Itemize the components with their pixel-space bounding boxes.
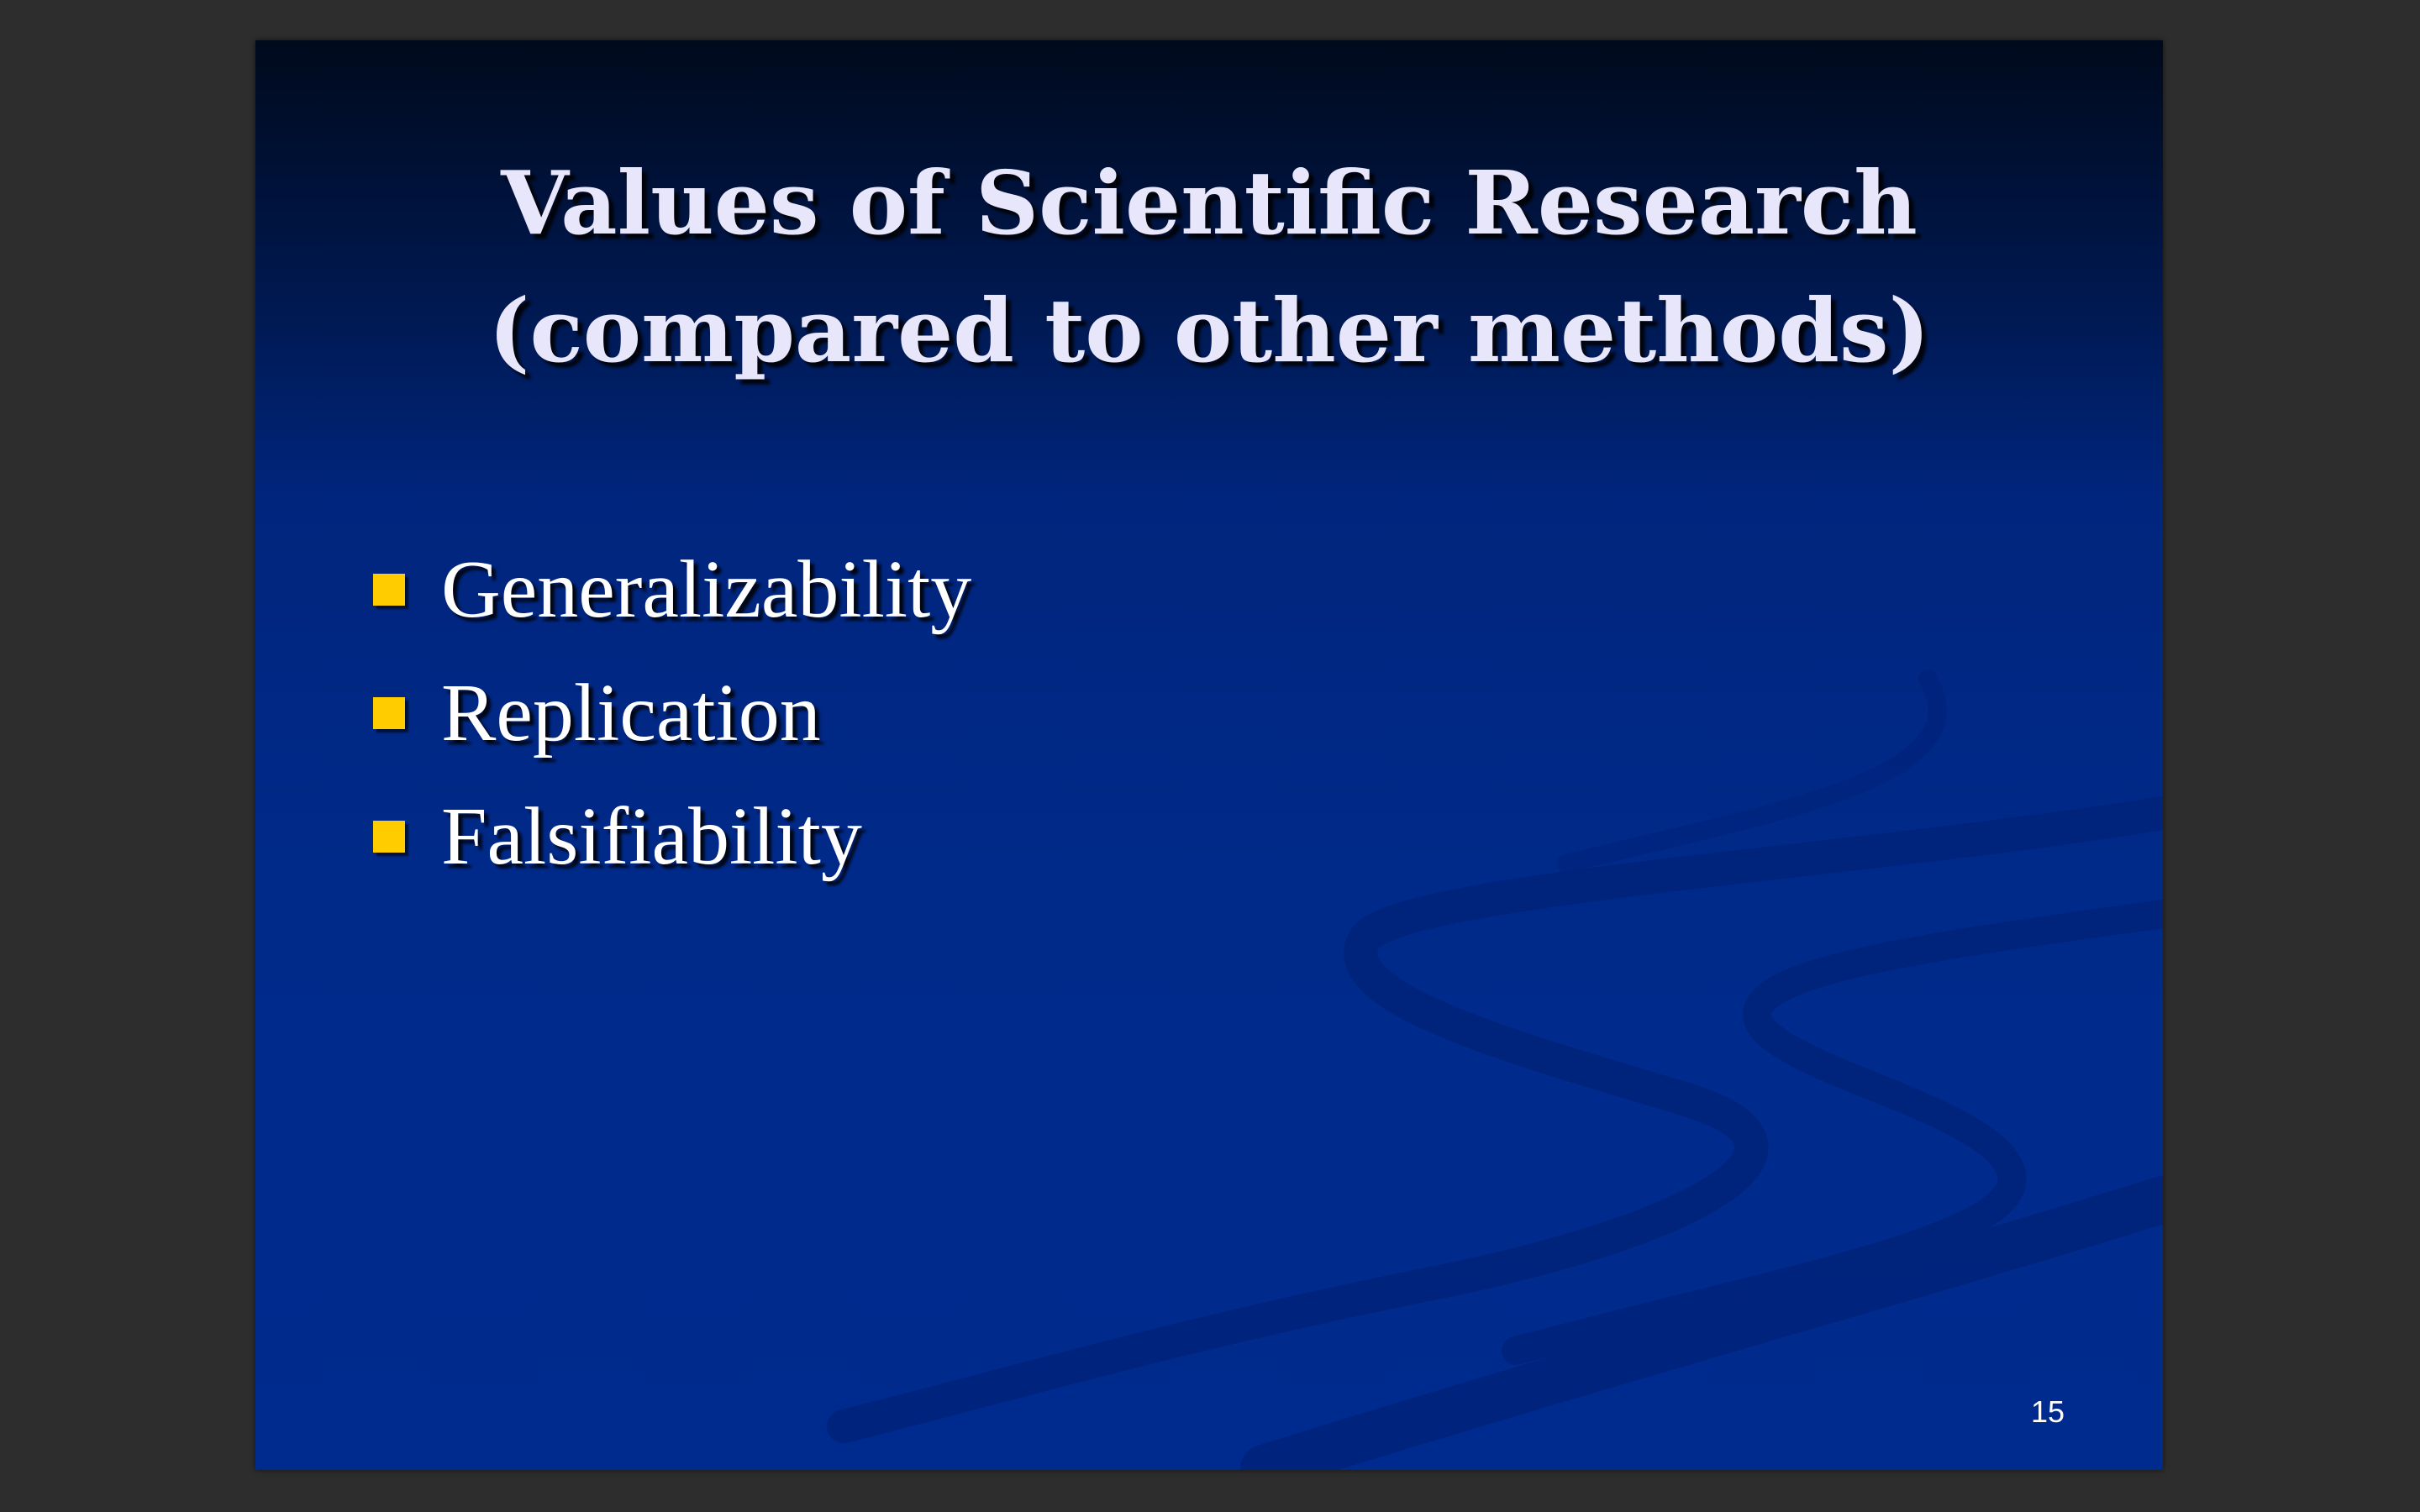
bullet-text: Generalizability [441,543,972,635]
square-bullet-icon [373,696,405,729]
bullet-text: Replication [441,667,821,759]
slide-title-line-1: Values of Scientific Research [501,151,1918,255]
slide-title: Values of Scientific Research (compared … [255,139,2163,395]
square-bullet-icon [373,573,405,606]
bullet-item-falsifiability: Falsifiability [373,774,971,898]
bullet-list: Generalizability Replication Falsifiabil… [373,528,971,898]
slide-page-number: 15 [2030,1394,2065,1429]
bullet-item-generalizability: Generalizability [373,528,971,651]
square-bullet-icon [373,820,405,853]
slide-title-line-2: (compared to other methods) [488,279,1930,382]
slide: Values of Scientific Research (compared … [255,40,2163,1470]
bullet-item-replication: Replication [373,651,971,774]
bullet-text: Falsifiability [441,790,862,882]
swoosh-decoration [827,669,2163,1470]
